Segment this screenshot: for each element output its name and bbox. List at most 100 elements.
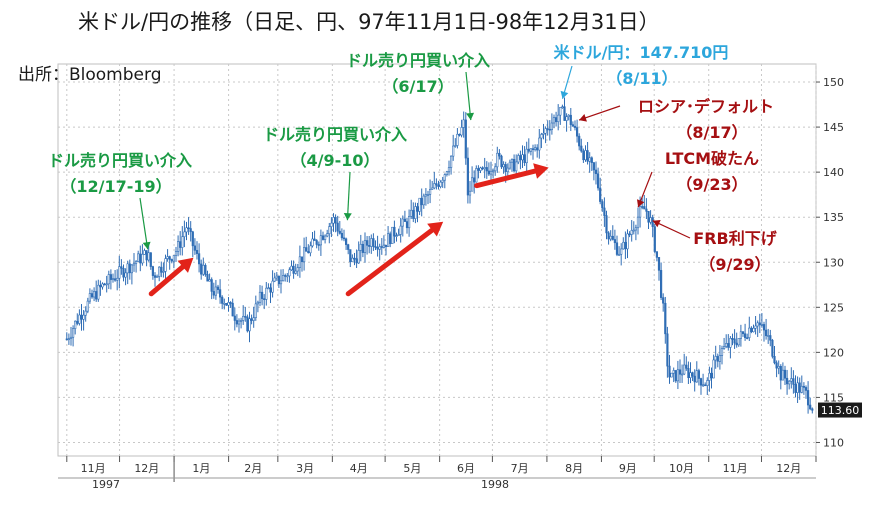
candle-body [710,372,713,379]
candle-body [582,150,585,161]
candle-body [748,327,751,338]
last-price-badge: 113.60 [818,402,862,418]
candle-body [363,240,367,253]
candle-body [153,275,157,278]
candle-body [655,251,658,258]
candle-body [265,287,268,300]
candle-body [116,277,119,281]
candle-body [542,132,545,135]
candle-body [410,209,413,217]
candle-body [636,216,640,229]
candle-body [321,235,325,240]
candle-body [649,217,652,223]
candle-body [588,157,591,162]
candle-body [355,258,358,264]
y-axis: 110 115 120 125 130 135 140 145 150 [816,76,844,449]
candle-body [191,231,194,247]
candle-body [78,314,81,324]
candle-body [456,133,459,146]
candle-body [727,343,730,348]
candle-body [693,375,696,383]
candle-body [200,263,203,275]
candle-body [368,245,371,247]
candle-body [458,133,461,136]
candle-body [731,338,734,340]
candle-body [512,159,516,172]
x-month-label: 1月 [192,462,210,475]
y-tick-label: 110 [823,436,844,449]
candle-body [777,365,780,369]
candle-body [624,241,627,250]
candle-body [101,283,104,288]
annotation-frb-cut-date: （9/29） [699,255,770,274]
x-month-label: 7月 [511,462,529,475]
candle-body [811,408,814,411]
candle-body [806,390,810,406]
candle-body [737,338,740,346]
candle-body [741,331,745,335]
candle-body [273,277,276,282]
candle-body [460,127,463,136]
candle-body [611,235,614,240]
candle-body [792,378,795,385]
candle-body [584,150,587,161]
candle-body [720,348,724,356]
candle-body [668,365,671,378]
candle-body [414,206,417,219]
candle-body [254,303,257,318]
x-month-label: 4月 [350,462,368,475]
candle-body [697,370,700,379]
candle-body [531,148,535,150]
candle-body [137,253,140,262]
candle-body [580,145,583,152]
candle-body [647,210,650,223]
candle-body [143,250,146,255]
candle-body [124,272,127,278]
candle-body [489,170,493,175]
pointer-usdjpy-high-head [560,90,569,99]
candle-body [481,167,484,170]
candle-body [319,235,322,246]
candle-body [441,179,444,183]
annotation-intervention-jun-date: （6/17） [382,77,453,96]
annotation-intervention-apr-date: （4/9-10） [290,151,379,170]
x-year-label: 1997 [92,478,120,491]
candle-body [212,291,215,296]
candle-body [130,264,133,274]
candle-body [109,274,112,280]
candle-body [716,356,719,362]
pointer-russia-default-line [578,105,621,121]
candle-body [773,356,776,364]
candle-body [758,322,761,326]
candle-body [638,206,642,218]
candle-body [223,303,226,305]
candle-body [426,194,430,196]
chart-title: 米ドル/円の推移（日足、円、97年11月1日-98年12月31日） [78,10,660,34]
candle-body [510,159,514,163]
candle-body [147,252,150,261]
candle-body [193,245,196,251]
x-month-label: 9月 [619,462,637,475]
candle-body [567,114,570,117]
candle-body [592,162,595,171]
candle-body [809,404,812,410]
candle-body [756,322,759,327]
candle-body [344,238,348,245]
x-month-label: 3月 [296,462,314,475]
candle-body [290,265,293,271]
candle-body [172,255,175,262]
candle-body [271,280,274,293]
candle-body [706,380,709,386]
candle-body [65,338,68,341]
candle-body [139,253,142,264]
candle-body [626,233,629,250]
candle-body [725,343,728,347]
y-tick-label: 130 [823,256,844,269]
candle-body [357,250,360,264]
candle-body [246,316,249,332]
candle-body [676,369,679,382]
candle-body [263,298,266,300]
trend-arrow-head [177,257,194,273]
candle-body [82,314,85,320]
candle-body [540,134,543,139]
